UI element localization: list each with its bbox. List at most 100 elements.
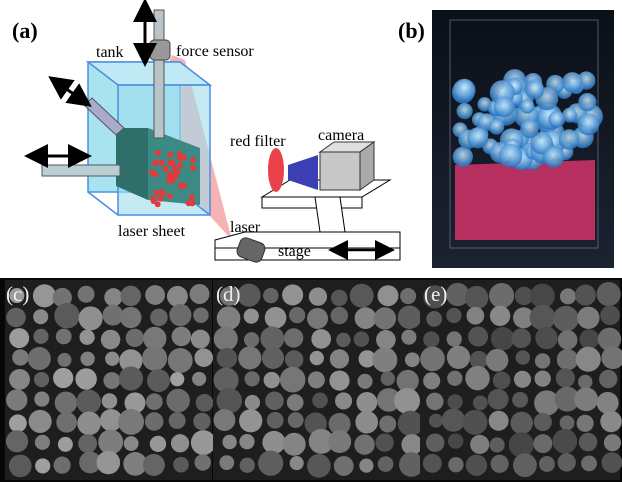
grain [167, 348, 193, 373]
grain [538, 455, 555, 472]
grain [400, 288, 417, 305]
grain [556, 348, 579, 371]
grain [469, 350, 488, 370]
particle [158, 160, 165, 167]
grain [34, 391, 50, 407]
grain [559, 288, 576, 305]
grain [189, 284, 210, 304]
grain [173, 456, 189, 473]
grain [222, 434, 237, 450]
plate [116, 128, 148, 200]
grain [447, 433, 464, 449]
grain [552, 305, 579, 332]
grain [190, 430, 216, 456]
grain [472, 395, 488, 411]
grain [56, 411, 77, 433]
grain [355, 410, 379, 434]
grain [265, 391, 284, 411]
grain [286, 394, 304, 411]
grain [465, 454, 488, 476]
grain [354, 434, 375, 455]
grain [194, 348, 214, 367]
grain [216, 306, 241, 330]
red-grains [455, 160, 595, 240]
grain [216, 387, 242, 414]
grain [574, 387, 599, 412]
grain [447, 370, 463, 386]
grain [125, 328, 144, 348]
grain [462, 409, 488, 435]
camera [359, 141, 375, 191]
grain [170, 372, 185, 387]
panels-cde [5, 280, 622, 480]
grain [423, 372, 441, 390]
grain [487, 388, 509, 410]
grain [120, 285, 141, 307]
grain [520, 119, 539, 139]
grain [142, 453, 165, 476]
grain [513, 453, 537, 478]
grain [142, 345, 168, 371]
particle [177, 162, 184, 169]
camera [319, 151, 361, 191]
grain [170, 434, 190, 453]
grain [244, 371, 260, 387]
red-filter [268, 148, 284, 192]
grain [394, 387, 421, 414]
grain [467, 127, 489, 149]
grain [603, 434, 621, 452]
grain [195, 393, 214, 412]
grain [426, 311, 443, 327]
grain [557, 453, 576, 472]
grain [490, 326, 515, 351]
particle [149, 169, 156, 176]
grain [452, 146, 473, 167]
grain [6, 389, 28, 411]
grain [596, 391, 619, 414]
grain [575, 346, 601, 372]
grain [398, 452, 424, 477]
grain [446, 345, 471, 369]
annotation: camera [318, 127, 364, 144]
grain [123, 452, 148, 476]
grain [513, 370, 532, 388]
grain [579, 329, 600, 350]
grain [144, 412, 164, 431]
grain [354, 307, 377, 329]
particle [154, 201, 161, 208]
particle [153, 159, 160, 166]
grain [525, 80, 545, 100]
grain [493, 96, 515, 118]
blue-grains [451, 69, 603, 171]
grain [428, 413, 444, 428]
grain [514, 286, 534, 306]
grain [441, 408, 466, 432]
grain [104, 288, 123, 307]
grain [578, 432, 598, 452]
grain [600, 305, 620, 326]
panel-b: (b) [398, 10, 614, 268]
grain [8, 454, 32, 478]
grain [9, 328, 30, 349]
grain [77, 411, 101, 436]
grain [237, 283, 261, 307]
arrow [48, 76, 92, 107]
grain [466, 306, 485, 325]
grain [328, 412, 351, 435]
grain [335, 392, 353, 410]
grain [166, 388, 190, 413]
grain [542, 146, 565, 168]
grain [171, 326, 192, 347]
grain [397, 305, 422, 330]
grain [96, 450, 121, 475]
grain [485, 348, 509, 372]
laser [236, 237, 266, 263]
grain [79, 329, 95, 345]
grain [311, 329, 331, 349]
grain [287, 412, 304, 428]
grain [282, 432, 306, 456]
grain [213, 409, 236, 431]
grain [33, 309, 49, 325]
grain [375, 433, 394, 452]
grain [559, 415, 575, 431]
